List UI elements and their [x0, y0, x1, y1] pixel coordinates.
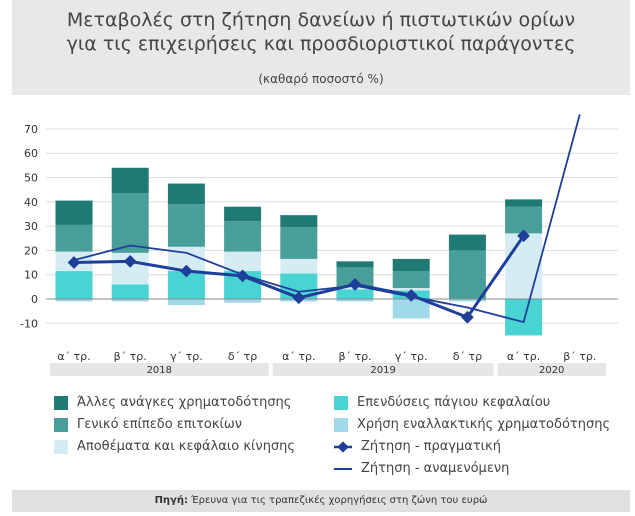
bar-inventories: [505, 233, 543, 299]
legend-alt-finance: Χρήση εναλλακτικής χρηματοδότησης: [334, 417, 610, 432]
year-band: [497, 363, 606, 376]
bars: [55, 167, 543, 336]
x-axis: α΄ τρ. β΄ τρ. γ΄ τρ. δ΄ τρ α΄ τρ. β΄ τρ. γ΄ τρ…: [49, 350, 606, 376]
y-tick-label: 20: [24, 244, 38, 257]
title-line-1: Μεταβολές στη ζήτηση δανείων ή πιστωτικώ…: [66, 9, 576, 31]
legend-inventories: Αποθέματα και κεφάλαιο κίνησης: [54, 439, 295, 454]
legend-label-inventories: Αποθέματα και κεφάλαιο κίνησης: [77, 439, 296, 454]
bar-fixed_investment: [55, 271, 93, 299]
bar-alt_finance: [448, 299, 486, 302]
bar-other_needs: [392, 258, 430, 272]
legend-label-alt-finance: Χρήση εναλλακτικής χρηματοδότησης: [357, 417, 611, 432]
x-tick-label: α΄ τρ.: [507, 350, 540, 363]
legend-label-general-rate: Γενικό επίπεδο επιτοκίων: [77, 417, 243, 432]
x-tick-label: β΄ τρ.: [338, 350, 371, 363]
bar-inventories: [224, 251, 262, 272]
y-tick-label: 40: [24, 196, 38, 209]
year-band: [272, 363, 494, 376]
legend-swatch-expected: [334, 462, 352, 476]
legend-swatch-fixed-investment: [334, 395, 348, 410]
legend-swatch-alt-finance: [334, 417, 348, 432]
x-tick-label: β΄ τρ.: [114, 350, 147, 363]
bar-general_rate: [280, 227, 318, 259]
bar-alt_finance: [111, 299, 149, 302]
year-label: 2020: [539, 365, 564, 376]
legend-fixed-investment: Επενδύσεις πάγιου κεφαλαίου: [334, 395, 550, 410]
actual-marker: [348, 278, 362, 291]
bar-alt_finance: [55, 299, 93, 302]
bar-general_rate: [336, 267, 374, 287]
bar-general_rate: [167, 204, 205, 247]
legend-label-other-needs: Άλλες ανάγκες χρηματοδότησης: [77, 395, 292, 410]
actual-marker: [180, 264, 193, 278]
bar-general_rate: [111, 193, 149, 253]
bar-fixed_investment: [505, 299, 543, 336]
legend-other-needs: Άλλες ανάγκες χρηματοδότησης: [54, 395, 291, 410]
chart-canvas: -10 0 10 20 30 40 50 60 70 α΄ τρ. β΄ τρ. γ΄ τρ. δ΄ …: [20, 114, 618, 376]
source-note: Πηγή: Έρευνα για τις τραπεζικές χορηγήσε…: [12, 490, 630, 512]
y-tick-label: -10: [20, 317, 38, 330]
bar-alt_finance: [392, 299, 430, 319]
bar-other_needs: [224, 206, 262, 222]
x-tick-label: γ΄ τρ.: [395, 350, 428, 363]
y-axis-ticks: -10 0 10 20 30 40 50 60 70: [20, 123, 38, 330]
x-tick-label: β΄ τρ.: [563, 350, 596, 363]
bar-fixed_investment: [336, 289, 374, 299]
bar-other_needs: [336, 261, 374, 268]
x-tick-label: δ΄ τρ: [228, 350, 257, 363]
year-label: 2018: [147, 365, 172, 376]
bar-alt_finance: [336, 299, 374, 302]
y-tick-label: 0: [31, 293, 38, 306]
bar-alt_finance: [224, 299, 262, 303]
legend-swatch-other-needs: [54, 395, 68, 410]
x-tick-label: δ΄ τρ: [453, 350, 482, 363]
bar-general_rate: [448, 250, 486, 299]
chart-subtitle: (καθαρό ποσοστό %): [258, 72, 384, 86]
bar-general_rate: [505, 206, 543, 234]
legend-label-fixed-investment: Επενδύσεις πάγιου κεφαλαίου: [357, 395, 551, 410]
actual-marker: [292, 291, 306, 305]
legend-expected: Ζήτηση - αναμενόμενη: [334, 461, 509, 476]
legend-label-actual: Ζήτηση - πραγματική: [361, 439, 501, 454]
legend-swatch-actual: [334, 440, 352, 454]
bar-other_needs: [55, 200, 93, 225]
bar-inventories: [280, 258, 318, 274]
y-tick-label: 30: [24, 220, 38, 233]
actual-marker: [123, 254, 137, 268]
y-tick-label: 70: [24, 123, 38, 136]
legend-label-expected: Ζήτηση - αναμενόμενη: [361, 461, 510, 476]
expected-demand-line: [73, 114, 581, 324]
legend-swatch-inventories: [54, 439, 68, 454]
bar-other_needs: [280, 215, 318, 228]
year-label: 2019: [370, 365, 395, 376]
chart-title: Μεταβολές στη ζήτηση δανείων ή πιστωτικώ…: [12, 8, 630, 56]
bar-general_rate: [392, 271, 430, 289]
title-banner: [12, 0, 630, 95]
source-label: Πηγή:: [154, 495, 188, 506]
bar-general_rate: [55, 224, 93, 252]
y-tick-label: 60: [24, 147, 38, 160]
bar-other_needs: [505, 199, 543, 207]
title-line-2: για τις επιχειρήσεις και προσδιοριστικοί…: [66, 33, 576, 55]
actual-marker: [236, 269, 249, 283]
legend-actual: Ζήτηση - πραγματική: [334, 439, 501, 454]
x-tick-label: α΄ τρ.: [282, 350, 315, 363]
x-tick-label: α΄ τρ.: [57, 350, 90, 363]
year-band: [49, 363, 269, 376]
actual-marker: [67, 256, 81, 269]
legend-swatch-general-rate: [54, 417, 68, 432]
bar-other_needs: [448, 234, 486, 251]
actual-marker: [404, 288, 418, 302]
y-tick-label: 10: [24, 269, 38, 282]
source-text: Έρευνα για τις τραπεζικές χορηγήσεις στη…: [191, 495, 488, 506]
legend-general-rate: Γενικό επίπεδο επιτοκίων: [54, 417, 242, 432]
y-tick-label: 50: [24, 172, 38, 185]
bar-other_needs: [111, 167, 149, 194]
bar-fixed_investment: [111, 284, 149, 299]
bar-general_rate: [224, 221, 262, 252]
x-tick-label: γ΄ τρ.: [170, 350, 203, 363]
bar-alt_finance: [167, 299, 205, 306]
bar-other_needs: [167, 183, 205, 205]
actual-marker: [461, 310, 474, 324]
